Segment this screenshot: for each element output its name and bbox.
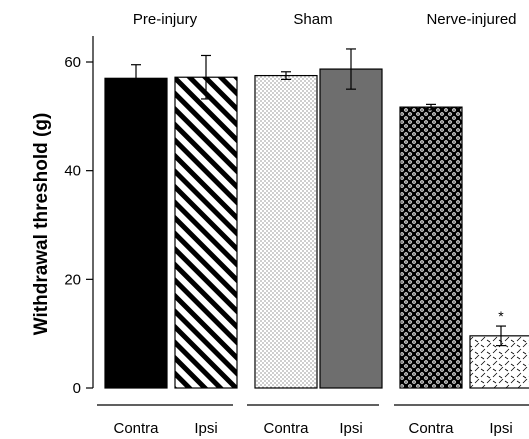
significance-marker: * [498, 308, 504, 324]
bar [399, 106, 463, 389]
x-category-label: Contra [263, 420, 309, 437]
y-tick-label: 20 [64, 271, 81, 288]
y-axis-title: Withdrawal threshold (g) [31, 113, 52, 336]
x-category-label: Ipsi [489, 420, 512, 437]
y-tick-label: 60 [64, 54, 81, 71]
y-tick-label: 40 [64, 163, 81, 180]
x-category-label: Ipsi [194, 420, 217, 437]
bar [254, 74, 318, 389]
group-label: Sham [293, 11, 332, 28]
y-tick-label: 0 [73, 380, 81, 397]
bar [174, 76, 238, 389]
bar [319, 68, 383, 389]
group-label: Pre-injury [133, 11, 198, 28]
x-category-label: Ipsi [339, 420, 362, 437]
x-category-label: Contra [408, 420, 454, 437]
x-category-label: Contra [113, 420, 159, 437]
group-label: Nerve-injured [426, 11, 516, 28]
bar [469, 335, 529, 389]
bar [104, 77, 168, 389]
